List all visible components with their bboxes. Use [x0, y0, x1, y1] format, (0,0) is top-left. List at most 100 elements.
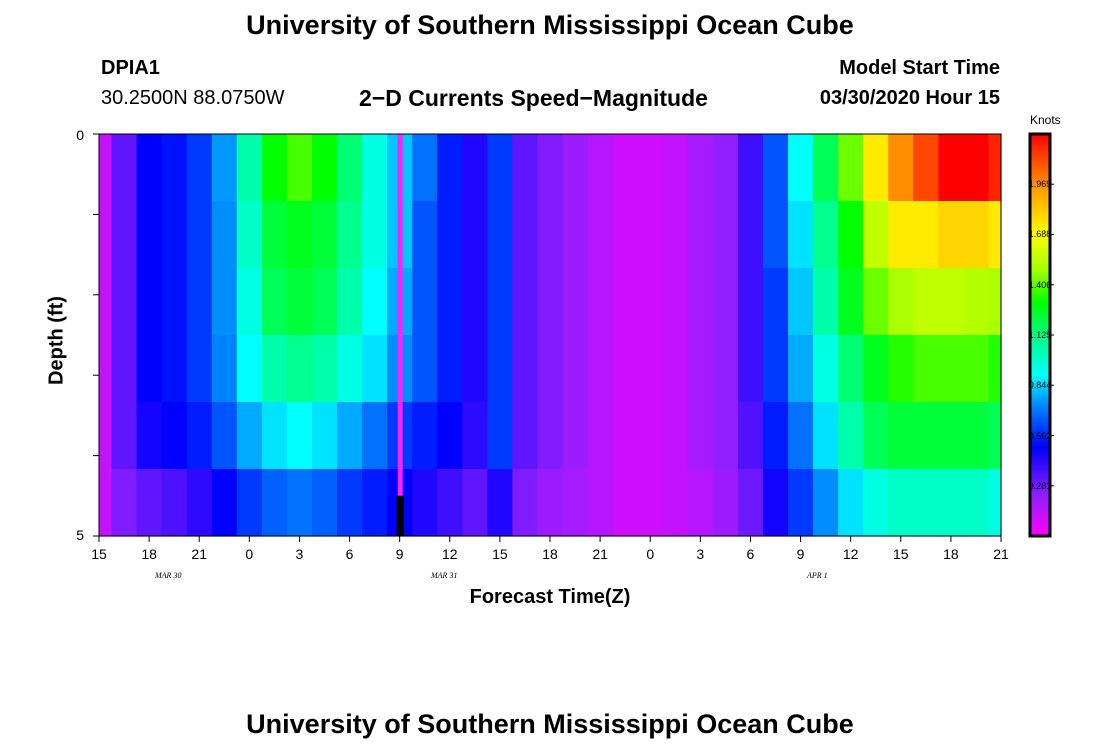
- colorbar-unit: Knots: [1030, 113, 1061, 127]
- heatmap-cell: [913, 469, 939, 537]
- heatmap-cell: [437, 134, 463, 202]
- page-title: University of Southern Mississippi Ocean…: [246, 10, 854, 40]
- heatmap-cell: [662, 402, 689, 470]
- heatmap-cell: [136, 268, 163, 336]
- heatmap-cell: [863, 201, 889, 269]
- heatmap-cell: [161, 268, 188, 336]
- heatmap-cell: [362, 268, 388, 336]
- heatmap-cell: [311, 201, 338, 269]
- colorbar-tick-label: 0.562: [1028, 430, 1052, 441]
- heatmap-cell: [487, 335, 514, 403]
- heatmap-cell: [863, 134, 889, 202]
- heatmap-cell: [236, 402, 263, 470]
- heatmap-cell: [788, 201, 814, 269]
- x-tick-label: 3: [696, 546, 705, 562]
- heatmap-cell: [788, 268, 814, 336]
- heatmap-cell: [236, 268, 263, 336]
- heatmap-cell: [161, 335, 188, 403]
- heatmap-cell: [537, 268, 564, 336]
- heatmap-cell: [662, 201, 689, 269]
- heatmap-cell: [712, 268, 739, 336]
- heatmap-cell: [838, 201, 864, 269]
- heatmap-cell: [462, 268, 488, 336]
- heatmap-cell: [762, 335, 789, 403]
- heatmap-cell: [337, 335, 363, 403]
- heatmap-cell: [462, 335, 488, 403]
- heatmap-cell: [963, 335, 990, 403]
- heatmap-cell: [462, 469, 488, 537]
- heatmap-cell: [99, 469, 113, 537]
- heatmap-cell: [286, 469, 313, 537]
- heatmap-cell: [988, 268, 1002, 336]
- heatmap-cell: [99, 134, 113, 202]
- heatmap-cell: [587, 469, 614, 537]
- heatmap-cell: [512, 268, 539, 336]
- heatmap-cell: [788, 469, 814, 537]
- heatmap-cell: [988, 201, 1002, 269]
- heatmap-cell: [938, 335, 965, 403]
- x-axis-label: Forecast Time(Z): [469, 586, 631, 608]
- heatmap-cell: [487, 134, 514, 202]
- heatmap-cell: [362, 201, 388, 269]
- heatmap-cell: [412, 335, 438, 403]
- heatmap-cell: [186, 201, 213, 269]
- heatmap-cell: [712, 201, 739, 269]
- x-tick-label: 12: [842, 546, 859, 562]
- heatmap-cell: [512, 469, 539, 537]
- x-tick-label: 6: [345, 546, 354, 562]
- heatmap-cell: [512, 402, 539, 470]
- heatmap-cell: [261, 469, 288, 537]
- heatmap-cell: [437, 268, 463, 336]
- x-tick-label: 12: [441, 546, 458, 562]
- heatmap-cell: [337, 134, 363, 202]
- heatmap-cell: [587, 201, 614, 269]
- heatmap-cell: [487, 402, 514, 470]
- x-tick-label: 6: [746, 546, 755, 562]
- x-tick-label: 18: [141, 546, 157, 562]
- heatmap-cell: [211, 268, 238, 336]
- current-time-marker: [396, 495, 404, 536]
- heatmap-cell: [186, 335, 213, 403]
- heatmap-cell: [99, 402, 113, 470]
- heatmap-cell: [988, 469, 1002, 537]
- heatmap-cell: [186, 402, 213, 470]
- heatmap-cell: [612, 402, 639, 470]
- heatmap-cell: [537, 201, 564, 269]
- heatmap-cell: [712, 335, 739, 403]
- heatmap-cell: [963, 469, 990, 537]
- heatmap-cell: [111, 469, 138, 537]
- heatmap-cell: [462, 134, 488, 202]
- x-tick-label: 15: [91, 546, 107, 562]
- date-label: MAR 30: [155, 571, 182, 580]
- date-label: MAR 31: [431, 571, 458, 580]
- heatmap-cell: [863, 469, 889, 537]
- heatmap-cell: [863, 268, 889, 336]
- date-label: APR 1: [807, 571, 828, 580]
- colorbar-tick-label: 1.406: [1028, 279, 1052, 290]
- heatmap-cell: [337, 268, 363, 336]
- heatmap-cell: [938, 469, 965, 537]
- x-tick-label: 9: [796, 546, 805, 562]
- heatmap-cell: [186, 134, 213, 202]
- heatmap-cell: [637, 469, 664, 537]
- heatmap-cell: [938, 268, 965, 336]
- heatmap-cell: [562, 469, 589, 537]
- heatmap-cell: [913, 268, 939, 336]
- heatmap-cell: [562, 402, 589, 470]
- heatmap-cell: [838, 134, 864, 202]
- heatmap-cell: [136, 134, 163, 202]
- current-time-line: [397, 134, 403, 496]
- heatmap-cell: [412, 268, 438, 336]
- colorbar-tick-label: 1.688: [1028, 229, 1052, 240]
- heatmap-cell: [737, 201, 764, 269]
- footer-title: University of Southern Mississippi Ocean…: [246, 709, 854, 739]
- x-tick-label: 15: [892, 546, 909, 562]
- heatmap-cell: [813, 469, 839, 537]
- heatmap-cell: [337, 402, 363, 470]
- heatmap-cell: [111, 201, 138, 269]
- heatmap-cell: [938, 201, 965, 269]
- heatmap-cell: [712, 402, 739, 470]
- heatmap-cell: [99, 201, 113, 269]
- heatmap-cell: [286, 134, 313, 202]
- heatmap-cell: [888, 469, 914, 537]
